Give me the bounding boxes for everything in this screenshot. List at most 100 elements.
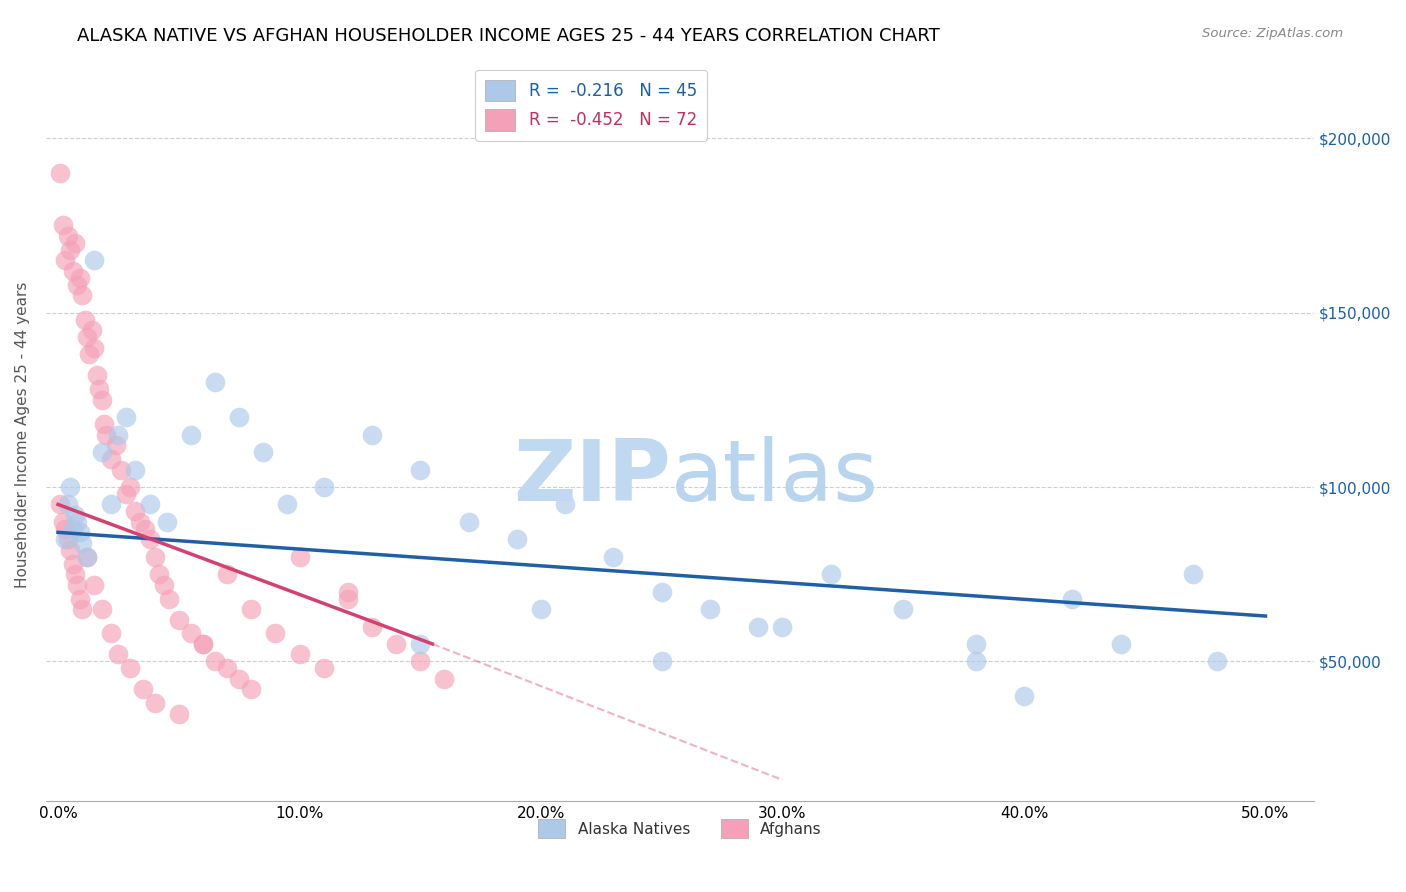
Point [217,567,239,582]
Point [73,312,96,326]
Point [59,542,82,557]
Point [83,341,105,355]
Point [1109,637,1132,651]
Point [228,672,250,686]
Point [52,515,75,529]
Point [83,577,105,591]
Point [69,525,91,540]
Point [191,637,214,651]
Point [1062,591,1084,606]
Point [651,654,673,668]
Point [63,567,86,582]
Point [120,661,142,675]
Point [361,427,384,442]
Point [409,462,432,476]
Point [409,637,432,651]
Point [86,368,108,383]
Point [100,626,122,640]
Point [129,515,152,529]
Point [53,533,76,547]
Y-axis label: Householder Income Ages 25 - 44 years: Householder Income Ages 25 - 44 years [15,282,30,588]
Point [59,243,82,257]
Point [107,648,129,662]
Point [59,480,82,494]
Point [772,619,794,633]
Point [56,228,79,243]
Point [56,533,79,547]
Text: atlas: atlas [671,436,879,519]
Point [49,166,72,180]
Point [63,508,86,522]
Point [100,498,122,512]
Point [69,591,91,606]
Point [93,417,115,432]
Point [167,706,190,721]
Point [1206,654,1229,668]
Point [651,584,673,599]
Point [143,696,166,710]
Point [148,567,170,582]
Point [288,648,311,662]
Point [131,682,153,697]
Point [52,219,75,233]
Point [288,549,311,564]
Point [312,480,335,494]
Point [747,619,769,633]
Point [139,498,162,512]
Point [336,584,359,599]
Point [69,270,91,285]
Point [49,498,72,512]
Point [240,602,263,616]
Point [336,591,359,606]
Point [66,515,89,529]
Point [699,602,721,616]
Point [56,498,79,512]
Point [156,515,179,529]
Point [965,654,987,668]
Point [63,235,86,250]
Point [110,462,132,476]
Point [107,427,129,442]
Point [90,445,112,459]
Point [83,253,105,268]
Point [264,626,287,640]
Point [167,613,190,627]
Point [143,549,166,564]
Point [105,438,128,452]
Point [361,619,384,633]
Point [66,577,89,591]
Point [62,264,84,278]
Text: ALASKA NATIVE VS AFGHAN HOUSEHOLDER INCOME AGES 25 - 44 YEARS CORRELATION CHART: ALASKA NATIVE VS AFGHAN HOUSEHOLDER INCO… [77,27,941,45]
Point [457,515,479,529]
Point [76,330,98,344]
Point [204,376,226,390]
Point [70,288,93,302]
Point [87,383,110,397]
Point [124,504,146,518]
Point [891,602,914,616]
Point [70,602,93,616]
Point [180,427,202,442]
Point [96,427,118,442]
Point [602,549,624,564]
Point [124,462,146,476]
Point [62,557,84,571]
Point [228,410,250,425]
Text: Source: ZipAtlas.com: Source: ZipAtlas.com [1202,27,1343,40]
Point [114,410,136,425]
Point [1182,567,1205,582]
Point [180,626,202,640]
Legend: Alaska Natives, Afghans: Alaska Natives, Afghans [531,813,828,845]
Point [100,452,122,467]
Point [90,602,112,616]
Point [240,682,263,697]
Point [79,347,101,361]
Point [114,487,136,501]
Point [554,498,576,512]
Point [53,522,76,536]
Point [76,549,98,564]
Point [66,277,89,292]
Point [409,654,432,668]
Point [134,522,156,536]
Point [70,536,93,550]
